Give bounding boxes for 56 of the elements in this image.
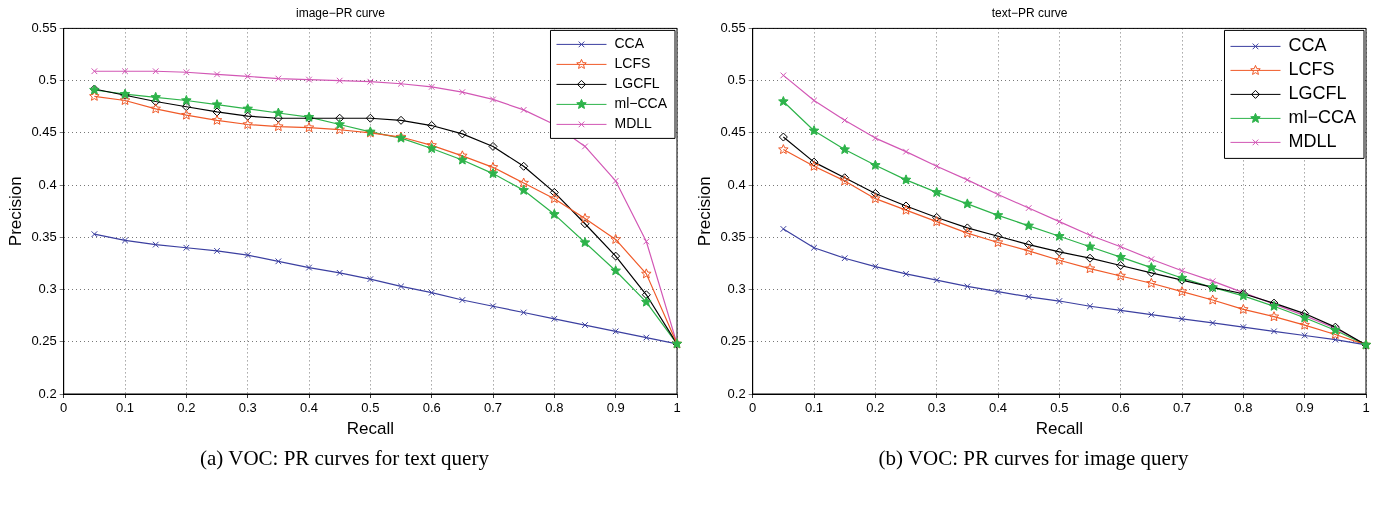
x-tick-label: 0.1	[804, 400, 824, 416]
text: (b) VOC: PR curves for image query	[877, 446, 1190, 471]
x-axis-title: Recall	[1035, 419, 1083, 439]
x-tick-label: 0.2	[866, 400, 885, 416]
y-tick-label: 0.45	[31, 124, 57, 140]
x-tick-label: 0.5	[1050, 400, 1069, 416]
y-tick-label: 0.5	[727, 72, 746, 88]
legend-label: ml−CCA	[614, 95, 668, 112]
x-tick-label: 0.6	[422, 400, 441, 416]
x-tick-label: 0.2	[177, 400, 196, 416]
y-tick-label: 0.3	[38, 281, 57, 297]
legend-label: ml−CCA	[1288, 107, 1357, 128]
y-tick-label: 0.55	[720, 19, 746, 35]
y-tick-label: 0.4	[38, 176, 57, 192]
x-tick-label: 0.7	[1172, 400, 1192, 416]
y-tick-label: 0.2	[38, 385, 57, 401]
x-tick-label: 0.3	[927, 400, 946, 416]
x-tick-label: 0	[749, 400, 757, 416]
legend-label: LCFS	[1288, 59, 1335, 80]
x-tick-label: 0.1	[115, 400, 135, 416]
x-axis-title: Recall	[346, 419, 394, 439]
y-axis-title: Precision	[694, 176, 714, 247]
chart-title: text−PR curve	[991, 5, 1068, 20]
y-tick-label: 0.25	[720, 333, 746, 349]
x-tick-label: 0.7	[483, 400, 503, 416]
y-tick-label: 0.55	[31, 19, 57, 35]
legend-label: LGCFL	[1288, 83, 1347, 104]
y-tick-label: 0.4	[727, 176, 746, 192]
y-tick-label: 0.35	[31, 228, 57, 244]
y-tick-label: 0.35	[720, 228, 746, 244]
y-tick-label: 0.5	[38, 72, 57, 88]
legend-label: LGCFL	[614, 75, 660, 92]
y-axis-title: Precision	[5, 176, 25, 247]
y-tick-label: 0.3	[727, 281, 746, 297]
legend-label: CCA	[1288, 35, 1327, 56]
x-tick-label: 0.9	[606, 400, 625, 416]
x-tick-label: 0	[60, 400, 68, 416]
legend-label: MDLL	[1288, 131, 1337, 152]
legend-label: CCA	[614, 35, 645, 52]
y-tick-label: 0.25	[31, 333, 57, 349]
legend-label: MDLL	[614, 115, 653, 132]
y-tick-label: 0.45	[720, 124, 746, 140]
chart-title: image−PR curve	[295, 5, 386, 20]
x-tick-label: 0.6	[1111, 400, 1130, 416]
text: (a) VOC: PR curves for text query	[199, 446, 490, 471]
legend-label: LCFS	[614, 55, 651, 72]
x-tick-label: 0.3	[238, 400, 257, 416]
x-tick-label: 0.5	[361, 400, 380, 416]
x-tick-label: 0.8	[1234, 400, 1253, 416]
x-tick-label: 0.9	[1295, 400, 1314, 416]
y-tick-label: 0.2	[727, 385, 746, 401]
x-tick-label: 1	[1362, 400, 1370, 416]
x-tick-label: 0.8	[545, 400, 564, 416]
x-tick-label: 1	[673, 400, 681, 416]
x-tick-label: 0.4	[299, 400, 319, 416]
x-tick-label: 0.4	[988, 400, 1008, 416]
